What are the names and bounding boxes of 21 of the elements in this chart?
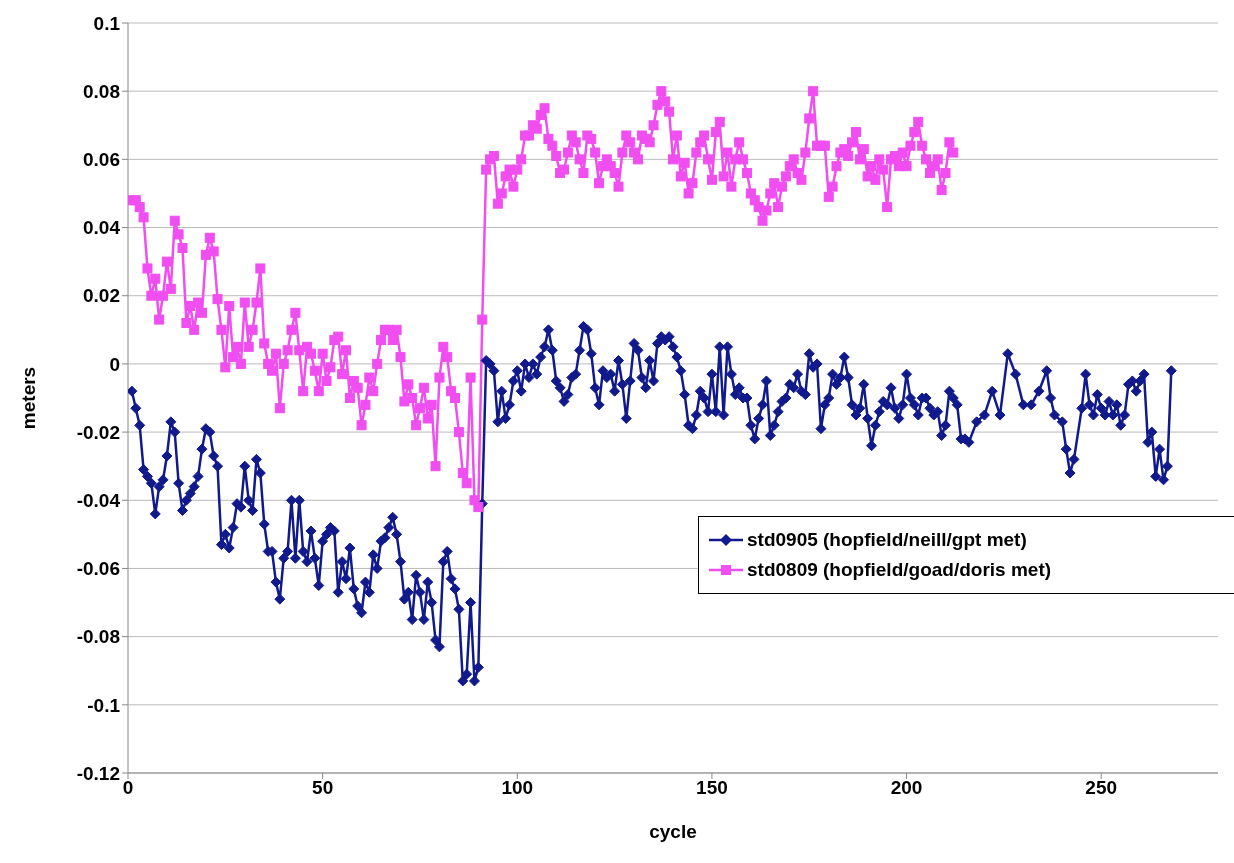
y-tick-label: -0.04 bbox=[76, 490, 121, 512]
y-tick-label: -0.1 bbox=[87, 694, 121, 716]
x-tick-label: 250 bbox=[1085, 777, 1118, 799]
legend-label: std0905 (hopfield/neill/gpt met) bbox=[747, 528, 1027, 552]
y-tick-label: 0.04 bbox=[83, 217, 121, 239]
y-tick-label: 0.02 bbox=[83, 285, 120, 307]
x-axis-title: cycle bbox=[649, 821, 697, 842]
x-tick-label: 150 bbox=[696, 777, 728, 799]
y-tick-label: 0.08 bbox=[83, 80, 120, 102]
x-tick-label: 50 bbox=[312, 777, 334, 799]
y-tick-label: 0.1 bbox=[93, 12, 121, 34]
y-tick-label: -0.08 bbox=[76, 626, 120, 648]
y-axis-title: meters bbox=[17, 366, 39, 430]
x-tick-label: 100 bbox=[501, 777, 534, 799]
x-tick-label: 200 bbox=[890, 777, 923, 799]
legend-label: std0809 (hopfield/goad/doris met) bbox=[747, 558, 1052, 582]
y-tick-label: 0.06 bbox=[83, 149, 120, 171]
y-tick-label: -0.06 bbox=[76, 558, 120, 580]
y-tick-label: -0.12 bbox=[76, 762, 120, 784]
y-tick-label: -0.02 bbox=[76, 421, 120, 443]
y-tick-label: 0 bbox=[109, 353, 120, 375]
